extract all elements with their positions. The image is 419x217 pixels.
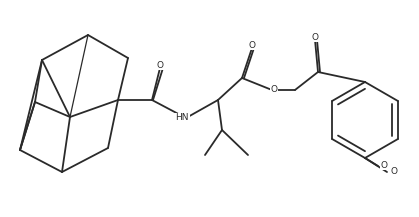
Text: O: O bbox=[157, 61, 163, 69]
Text: O: O bbox=[248, 41, 256, 49]
Text: O: O bbox=[380, 161, 388, 169]
Text: O: O bbox=[271, 85, 277, 94]
Text: HN: HN bbox=[175, 113, 189, 123]
Text: O: O bbox=[391, 168, 398, 176]
Text: O: O bbox=[311, 33, 318, 41]
